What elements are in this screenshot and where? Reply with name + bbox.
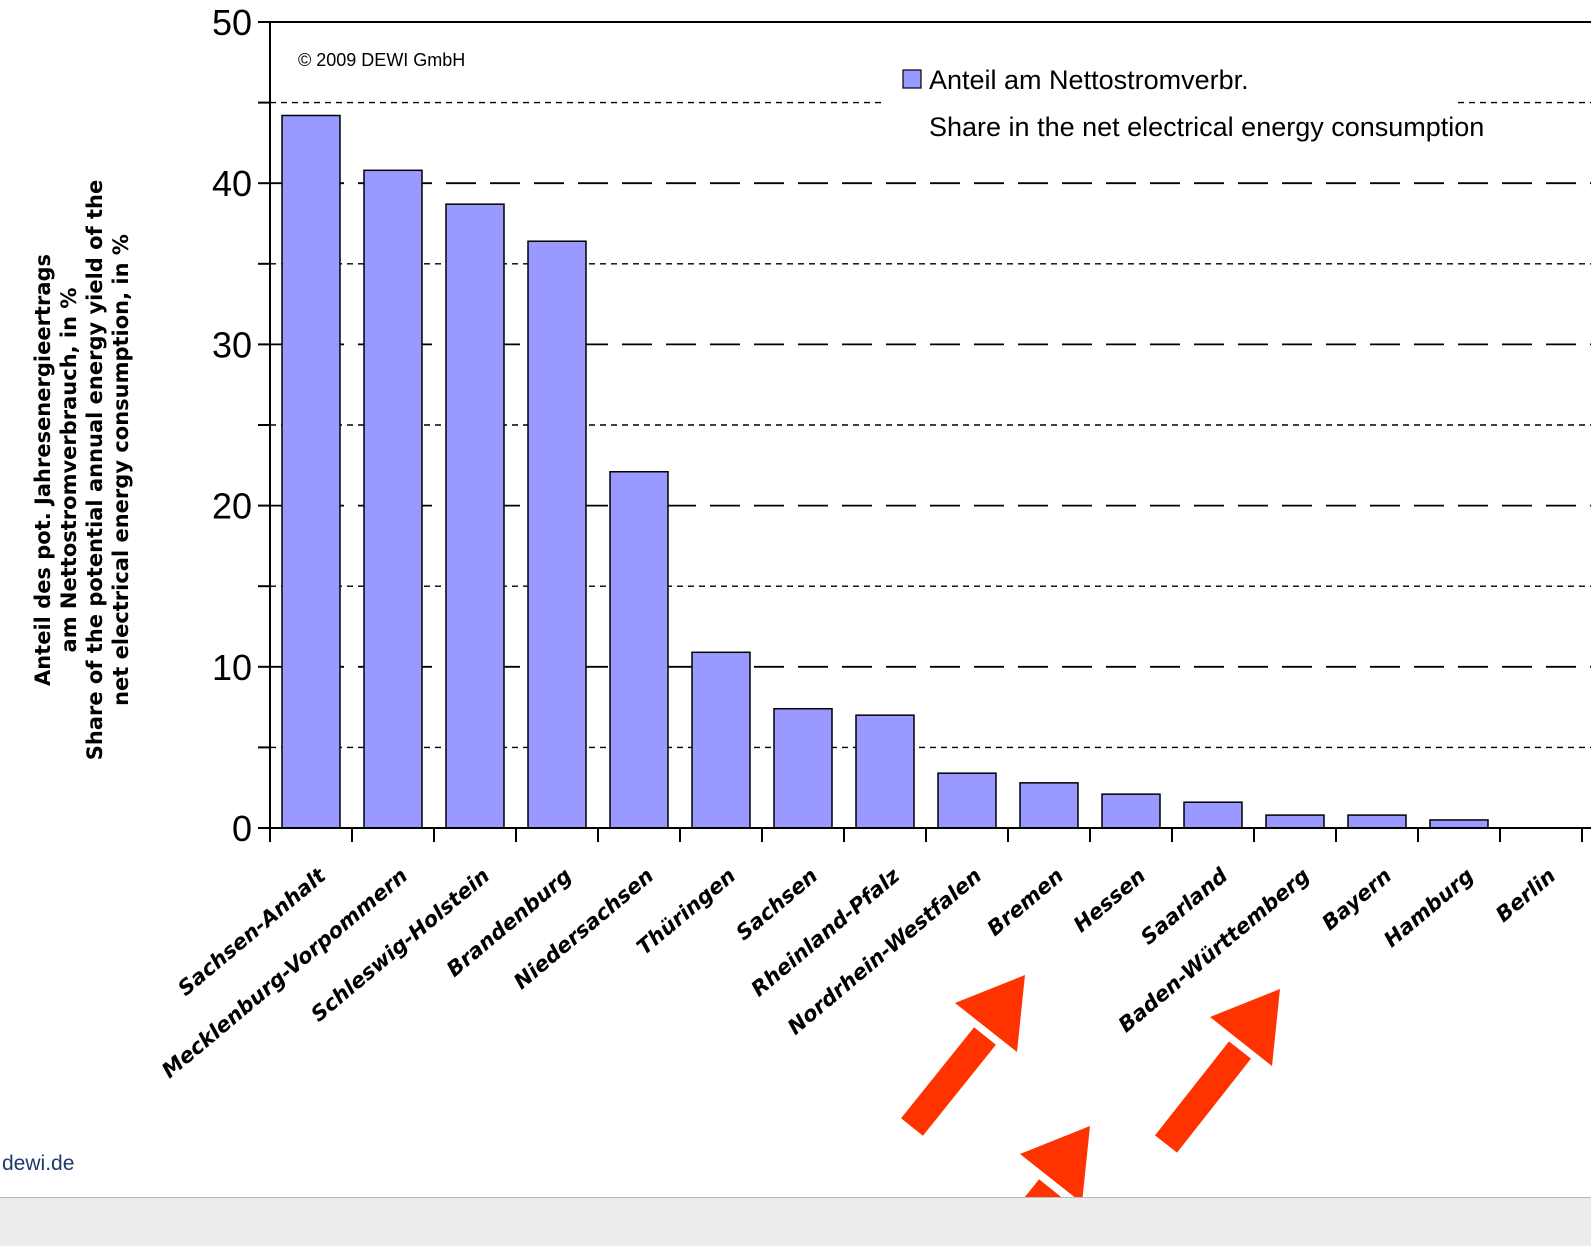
legend-background: [885, 86, 1455, 156]
bar-th-ringen: [691, 651, 751, 829]
bar-bayern: [1347, 814, 1407, 829]
bar-brandenburg: [527, 240, 587, 829]
bar-sachsen-anhalt: [281, 114, 341, 829]
y-tick-label: 40: [212, 163, 252, 204]
y-tick-label: 50: [212, 2, 252, 43]
legend-label-en: Share in the net electrical energy consu…: [929, 112, 1484, 142]
x-tick-label: Hessen: [1069, 863, 1150, 937]
bar-hessen: [1101, 793, 1161, 829]
bar-bremen: [1019, 782, 1079, 829]
legend-swatch: [902, 69, 922, 89]
arrow-bayern: [1154, 989, 1280, 1153]
arrow-head: [1210, 989, 1280, 1066]
source-url: dewi.de: [2, 1152, 74, 1175]
y-tick-labels: 0 10 20 30 40 50: [212, 2, 252, 849]
bar-baden-w-rttemberg: [1265, 814, 1325, 829]
bar-schleswig-holstein: [445, 203, 505, 829]
arrow-head: [955, 975, 1025, 1052]
y-tick-label: 30: [212, 324, 252, 365]
legend-label-de: Anteil am Nettostromverbr.: [929, 65, 1249, 95]
bar-rheinland-pfalz: [855, 714, 915, 829]
y-axis-label-line: Share of the potential annual energy yie…: [83, 180, 107, 760]
bar-niedersachsen: [609, 470, 669, 829]
arrow-bremen: [901, 975, 1025, 1136]
axes: [258, 21, 1591, 842]
legend: Anteil am Nettostromverbr. Share in the …: [885, 65, 1484, 156]
x-tick-label: Hamburg: [1379, 863, 1478, 951]
bars: [281, 114, 1489, 829]
y-tick-label: 0: [232, 808, 252, 849]
bottom-frame-bar: [0, 1197, 1591, 1246]
y-tick-label: 20: [212, 486, 252, 527]
arrow-shaft: [1154, 1041, 1252, 1153]
bar-mecklenburg-vorpommern: [363, 169, 423, 829]
y-axis-label-line: am Nettostromverbrauch, in %: [57, 288, 81, 653]
bar-hamburg: [1429, 819, 1489, 829]
x-tick-labels: Sachsen-AnhaltMecklenburg-VorpommernSchl…: [157, 863, 1560, 1083]
x-tick-label: Rheinland-Pfalz: [747, 863, 905, 1001]
x-tick-label: Bremen: [983, 863, 1069, 940]
x-tick-label: Sachsen-Anhalt: [173, 863, 331, 1001]
x-tick-label: Berlin: [1491, 863, 1560, 926]
arrow-shaft: [901, 1027, 996, 1136]
bar-saarland: [1183, 801, 1243, 829]
y-tick-label: 10: [212, 647, 252, 688]
arrow-head: [1020, 1126, 1090, 1203]
copyright-notice: © 2009 DEWI GmbH: [298, 50, 465, 70]
bar-nordrhein-westfalen: [937, 772, 997, 829]
y-axis-label-line: Anteil des pot. Jahresenergieertrags: [31, 254, 55, 686]
x-tick-label: Bayern: [1317, 863, 1396, 935]
y-axis-label: Anteil des pot. Jahresenergieertragsam N…: [31, 180, 133, 760]
bar-sachsen: [773, 707, 833, 829]
x-tick-label: Niedersachsen: [509, 863, 658, 994]
y-axis-label-line: net electrical energy consumption, in %: [109, 234, 133, 706]
